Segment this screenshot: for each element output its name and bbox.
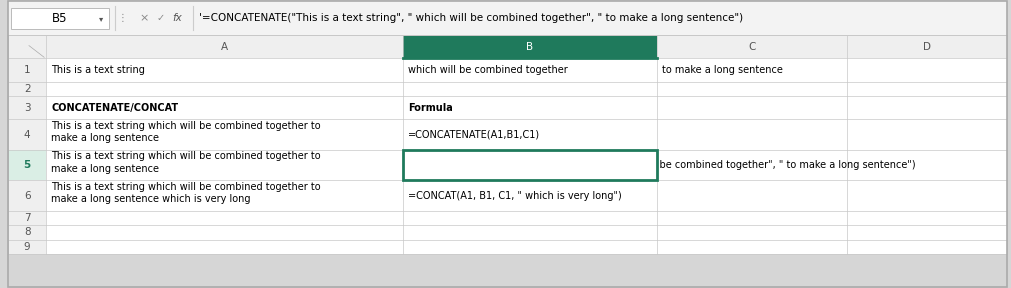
Text: C: C bbox=[748, 42, 755, 52]
Text: This is a text string which will be combined together to
make a long sentence: This is a text string which will be comb… bbox=[52, 121, 320, 143]
Bar bbox=[47, 35, 402, 58]
Text: 9: 9 bbox=[23, 242, 30, 252]
Text: =CONCAT(A1, B1, C1, " which is very long"): =CONCAT(A1, B1, C1, " which is very long… bbox=[407, 191, 621, 201]
Text: 5: 5 bbox=[23, 160, 30, 170]
Bar bbox=[846, 35, 1006, 58]
Bar bbox=[402, 150, 657, 181]
Text: =CONCATENATE("This is a text string", " which will be combined together", " to m: =CONCATENATE("This is a text string", " … bbox=[407, 160, 914, 170]
Text: 8: 8 bbox=[23, 228, 30, 237]
Text: This is a text string which will be combined together to
make a long sentence wh: This is a text string which will be comb… bbox=[52, 182, 320, 204]
Text: This is a text string which will be combined together to
make a long sentence: This is a text string which will be comb… bbox=[52, 151, 320, 174]
Bar bbox=[8, 35, 47, 58]
Bar bbox=[8, 96, 47, 120]
Text: A: A bbox=[220, 42, 227, 52]
Text: ×: × bbox=[140, 13, 149, 23]
Text: ⋮: ⋮ bbox=[117, 13, 127, 23]
Text: =CONCATENATE(A1,B1,C1): =CONCATENATE(A1,B1,C1) bbox=[407, 130, 539, 140]
Bar bbox=[657, 35, 846, 58]
Text: ✓: ✓ bbox=[157, 13, 165, 23]
Text: 3: 3 bbox=[23, 103, 30, 113]
Text: B5: B5 bbox=[53, 12, 68, 25]
Text: 7: 7 bbox=[23, 213, 30, 223]
Text: 1: 1 bbox=[23, 65, 30, 75]
Text: which will be combined together: which will be combined together bbox=[407, 65, 567, 75]
Text: Formula: Formula bbox=[407, 103, 452, 113]
Text: 6: 6 bbox=[23, 191, 30, 201]
Text: ▾: ▾ bbox=[99, 14, 103, 23]
Bar bbox=[8, 1, 1006, 35]
Text: 2: 2 bbox=[23, 84, 30, 94]
Text: B: B bbox=[526, 42, 533, 52]
Bar bbox=[8, 181, 47, 211]
Bar bbox=[8, 35, 1006, 254]
Text: fx: fx bbox=[173, 13, 182, 23]
Bar bbox=[8, 150, 47, 181]
Bar bbox=[8, 120, 47, 150]
Text: This is a text string: This is a text string bbox=[52, 65, 145, 75]
Text: 4: 4 bbox=[23, 130, 30, 140]
Bar bbox=[8, 82, 47, 96]
Bar bbox=[8, 150, 47, 181]
Bar bbox=[402, 35, 657, 58]
Text: '=CONCATENATE("This is a text string", " which will be combined together", " to : '=CONCATENATE("This is a text string", "… bbox=[199, 13, 742, 23]
Bar bbox=[8, 211, 47, 225]
Text: CONCATENATE/CONCAT: CONCATENATE/CONCAT bbox=[52, 103, 178, 113]
Bar bbox=[8, 225, 47, 240]
Text: to make a long sentence: to make a long sentence bbox=[662, 65, 783, 75]
Text: D: D bbox=[922, 42, 930, 52]
Bar bbox=[8, 58, 47, 82]
Bar bbox=[11, 8, 109, 29]
Bar bbox=[8, 240, 47, 254]
